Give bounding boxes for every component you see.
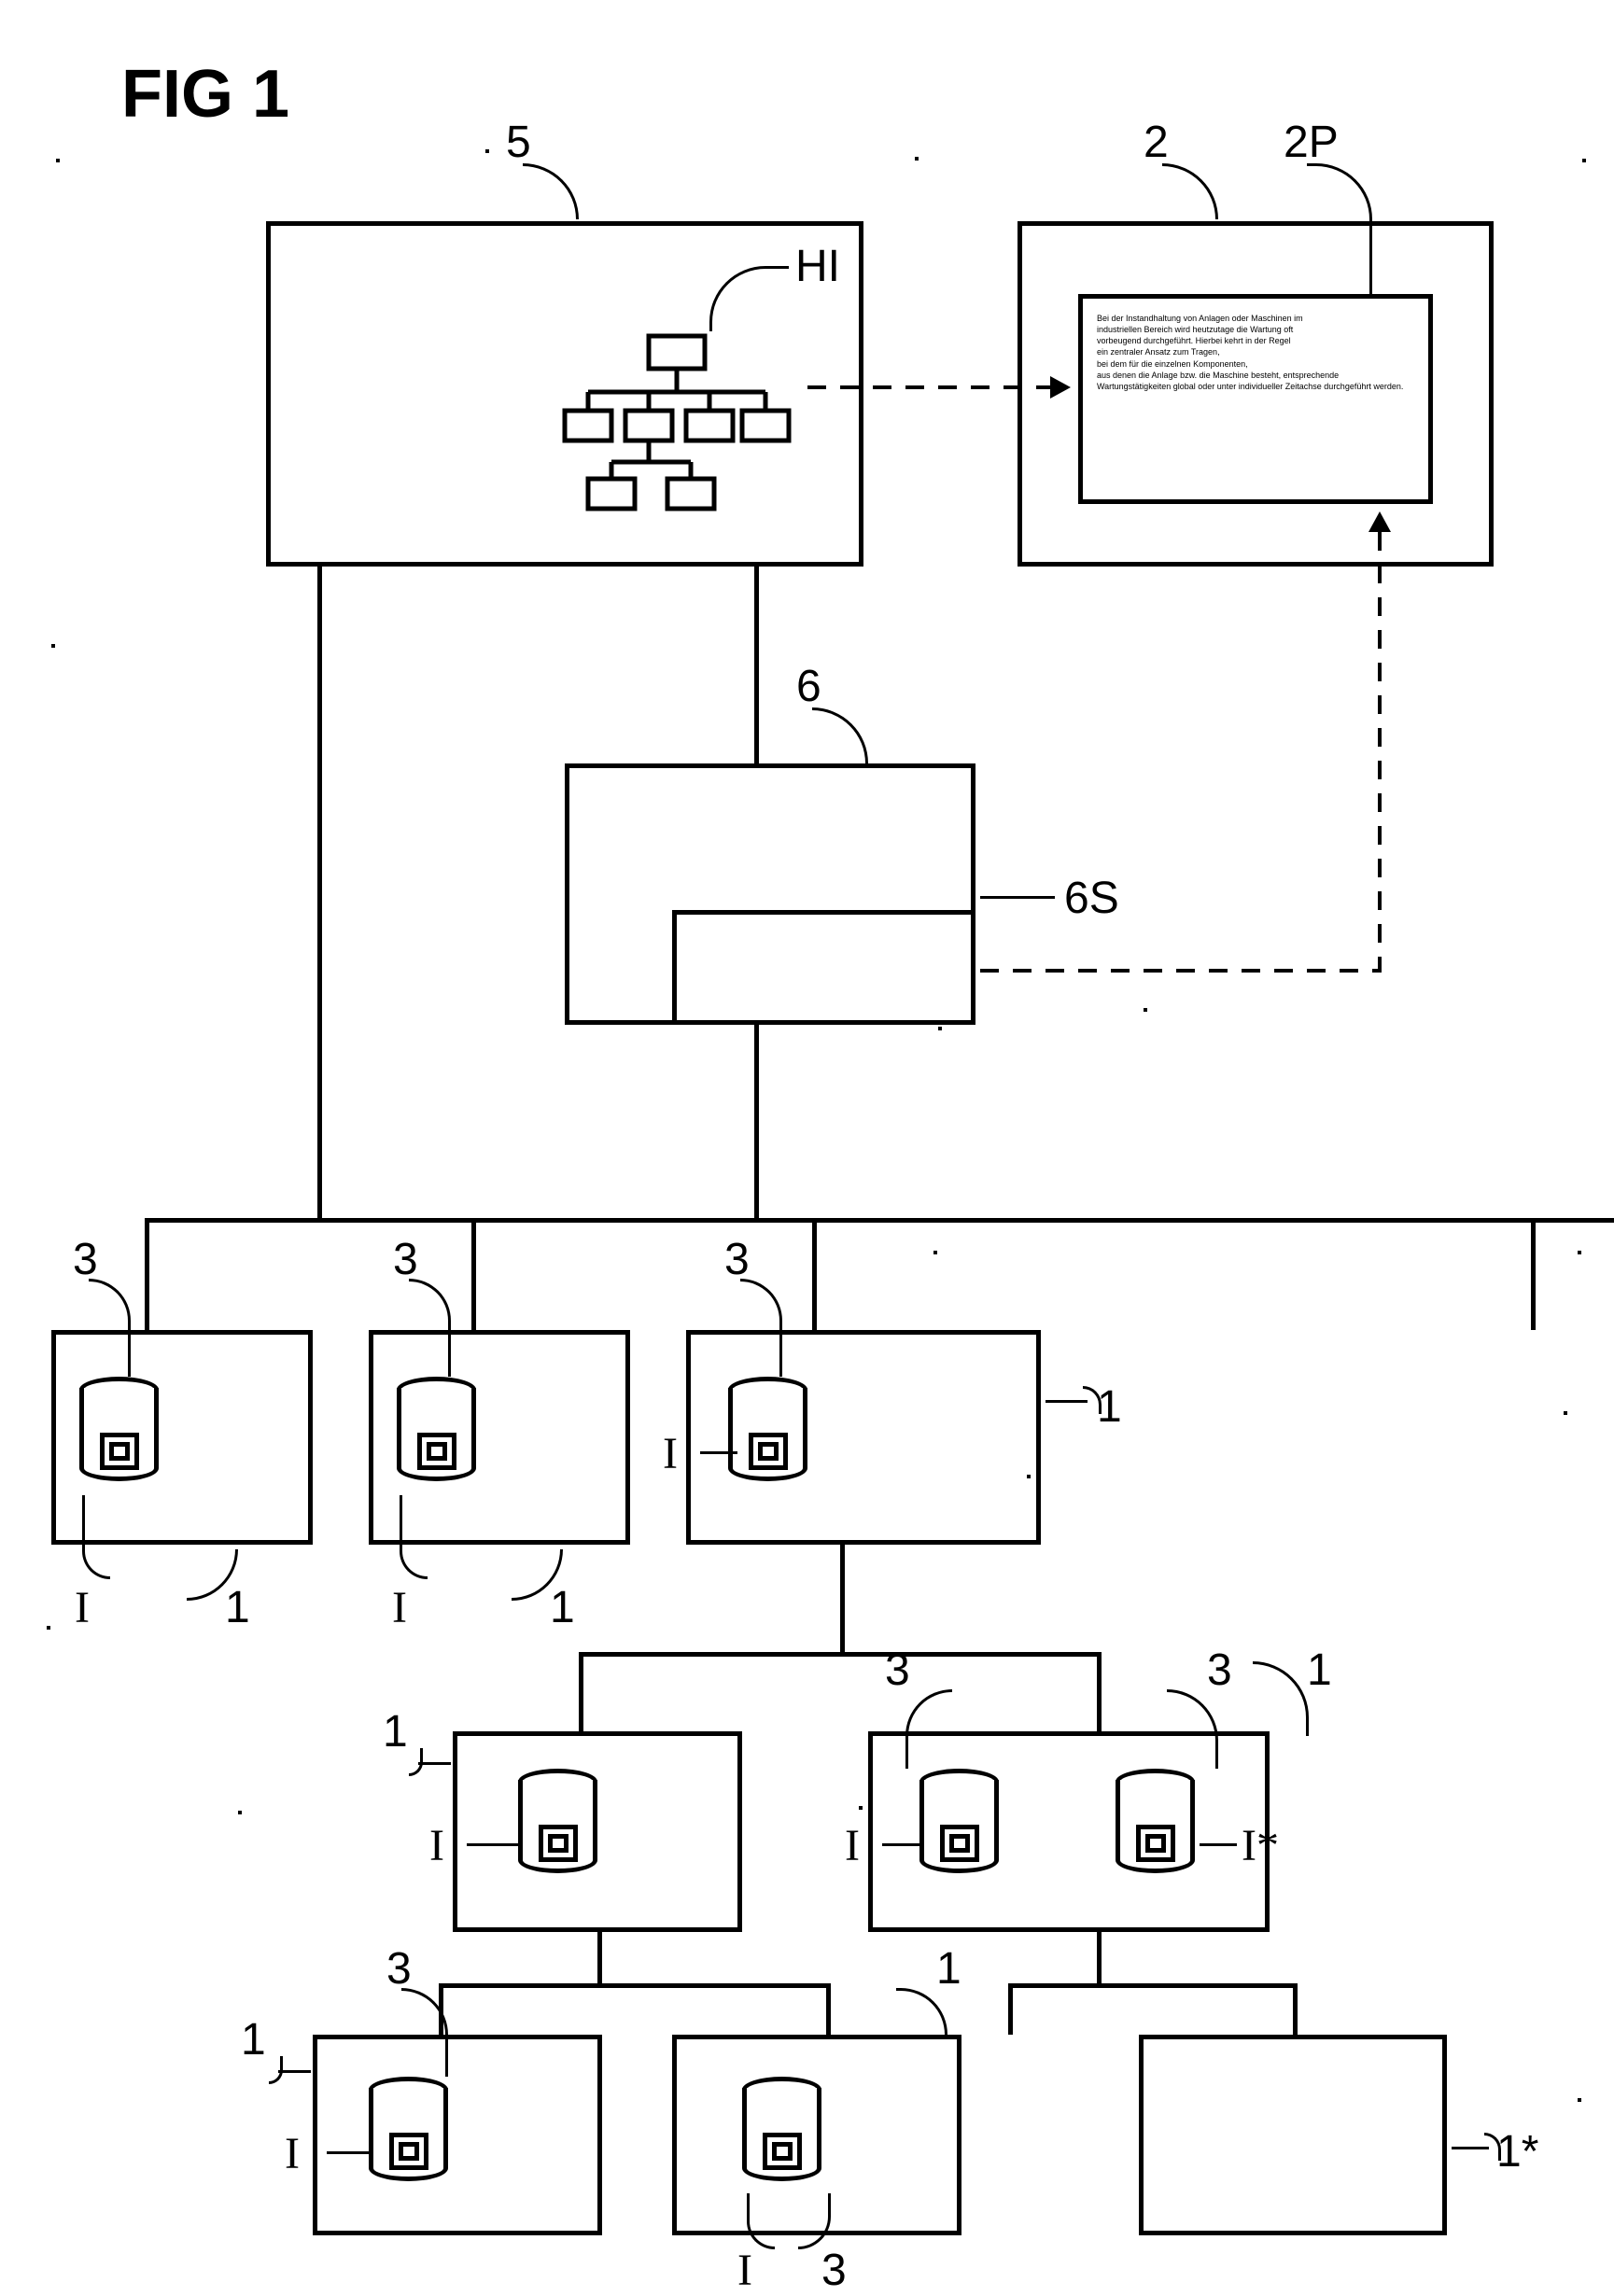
- label-l2-0-1: 1: [383, 1706, 408, 1757]
- bus-main: [145, 1218, 1614, 1223]
- label-db-l3-1: 3: [821, 2245, 847, 2296]
- label-6: 6: [796, 661, 821, 712]
- label-l1-0-1: 1: [225, 1582, 250, 1633]
- label-l1-2-1: 1: [1097, 1381, 1122, 1433]
- drop-l1-c: [812, 1218, 817, 1330]
- bus-l3b: [1008, 1983, 1298, 1988]
- lead-l1-2-1: [1046, 1400, 1088, 1403]
- conn-l1c-down: [840, 1545, 845, 1652]
- label-l1-1-1: 1: [550, 1582, 575, 1633]
- label-db-l1-2: 3: [724, 1234, 750, 1285]
- conn-6-down: [754, 1025, 759, 1220]
- db-l1-2: [728, 1377, 807, 1489]
- lead-db-l1-1: [409, 1279, 451, 1377]
- drop-l2-b: [1097, 1652, 1102, 1731]
- drop-l2-a: [579, 1652, 583, 1731]
- label-i-l3-1: I: [737, 2245, 752, 2296]
- lead-6s: [980, 896, 1055, 899]
- label-db-l3-0: 3: [386, 1943, 412, 1995]
- label-5: 5: [506, 117, 531, 168]
- lead-2: [1162, 163, 1218, 219]
- label-l3-2-1star: 1*: [1496, 2126, 1538, 2177]
- drop-l1-b: [471, 1218, 476, 1330]
- label-2: 2: [1144, 117, 1169, 168]
- drop-l1-d: [1531, 1218, 1536, 1330]
- lead-5: [523, 163, 579, 219]
- figure-canvas: FIG 1 5: [0, 0, 1614, 2263]
- dashed-6s-v: [1378, 532, 1382, 973]
- lead-i-l1-0: [82, 1495, 110, 1579]
- block-6s: [672, 910, 975, 1020]
- block-l2-0: [453, 1731, 742, 1932]
- block-l3-2: [1139, 2035, 1447, 2235]
- label-i-l1-2: I: [663, 1428, 678, 1479]
- arrowhead-5-to-2: [1050, 376, 1071, 399]
- label-i-l2-0: I: [429, 1820, 444, 1871]
- lead-2p: [1307, 163, 1372, 294]
- label-db-l1-1: 3: [393, 1234, 418, 1285]
- drop-l1-a: [145, 1218, 149, 1330]
- lead-db-l1-2: [740, 1279, 782, 1377]
- panel-2p: Bei der Instandhaltung von Anlagen oder …: [1078, 294, 1433, 504]
- label-l2-1-1: 1: [1307, 1645, 1332, 1696]
- conn-l2b-down: [1097, 1932, 1102, 1983]
- label-l3-0-1: 1: [241, 2014, 266, 2065]
- db-l2-1b: [1116, 1769, 1195, 1881]
- label-l3-1-1: 1: [936, 1943, 961, 1995]
- label-2p: 2P: [1284, 117, 1339, 168]
- lead-6: [812, 707, 868, 763]
- conn-l2a-down: [597, 1932, 602, 1983]
- bus-l3a: [439, 1983, 831, 1988]
- label-hi: HI: [795, 241, 840, 292]
- label-i-l1-0: I: [75, 1582, 90, 1633]
- label-db-l2-1a: 3: [885, 1645, 910, 1696]
- db-l3-0: [369, 2077, 448, 2189]
- db-l1-0: [79, 1377, 159, 1489]
- label-i-l1-1: I: [392, 1582, 407, 1633]
- label-i-l3-0: I: [285, 2128, 300, 2179]
- figure-title: FIG 1: [121, 56, 289, 133]
- lead-i-l1-2: [700, 1451, 737, 1454]
- conn-5-down: [317, 567, 322, 1220]
- hi-orgchart-icon: [560, 322, 803, 537]
- panel-2p-text: Bei der Instandhaltung von Anlagen oder …: [1097, 313, 1414, 392]
- arrowhead-6s-to-2p: [1368, 511, 1391, 532]
- bus-l2: [579, 1652, 1102, 1657]
- dashed-arrow-5-to-2: [807, 385, 1050, 389]
- lead-i-l1-1: [400, 1495, 428, 1579]
- db-l2-1a: [919, 1769, 999, 1881]
- label-db-l2-1b: 3: [1207, 1645, 1232, 1696]
- label-6s: 6S: [1064, 873, 1119, 924]
- label-i-l2-1b: I*: [1242, 1820, 1279, 1871]
- block-l3-0: [313, 2035, 602, 2235]
- db-l1-1: [397, 1377, 476, 1489]
- dashed-6s-h: [980, 969, 1382, 973]
- lead-db-l1-0: [89, 1279, 131, 1377]
- db-l2-0: [518, 1769, 597, 1881]
- db-l3-1: [742, 2077, 821, 2189]
- conn-5-to-6: [754, 567, 759, 763]
- label-i-l2-1a: I: [845, 1820, 860, 1871]
- label-db-l1-0: 3: [73, 1234, 98, 1285]
